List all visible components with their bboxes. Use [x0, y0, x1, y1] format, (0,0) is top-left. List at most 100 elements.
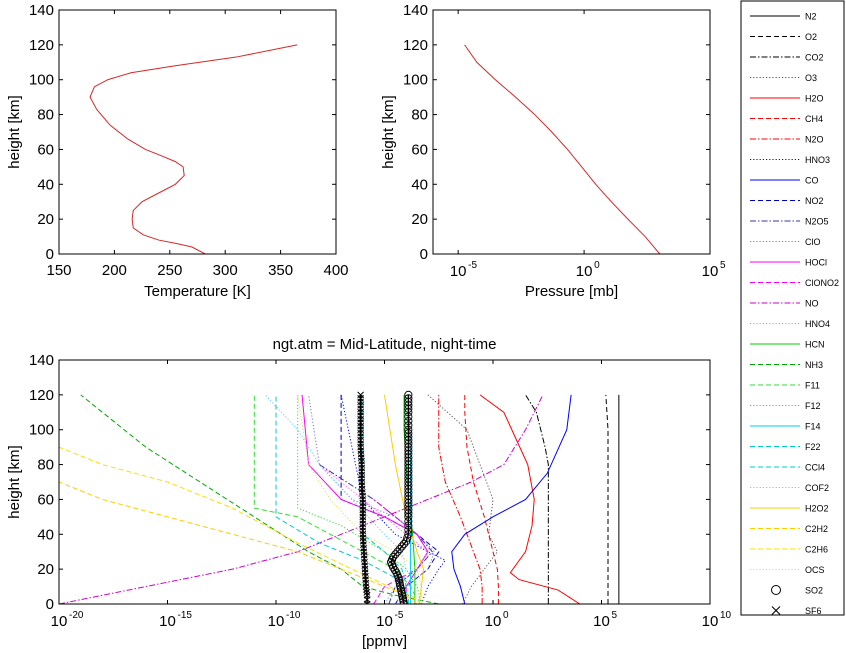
legend-entry-f14: F14 [750, 422, 821, 432]
legend-entry-o2: O2 [750, 32, 817, 42]
y-tick-label: 0 [46, 246, 54, 263]
legend-entry-sf6-swatch [771, 606, 781, 615]
x-axis-label: Pressure [mb] [525, 283, 618, 300]
series-sf6-marker [363, 586, 370, 593]
series-c2h6 [59, 446, 422, 604]
x-tick-exponent: -5 [468, 260, 477, 271]
y-tick-label: 120 [29, 387, 54, 404]
legend-entry-clono2-label: ClONO2 [805, 278, 839, 288]
series-clono2 [373, 499, 429, 604]
legend-entry-hocl: HOCl [750, 258, 827, 268]
series-so2-marker [404, 530, 413, 539]
legend-entry-nh3: NH3 [750, 360, 823, 370]
legend-entry-ch4: CH4 [750, 114, 823, 124]
y-axis-label: height [km] [6, 445, 23, 518]
legend-entry-hno3: HNO3 [750, 155, 830, 165]
x-tick-label: 300 [213, 262, 238, 279]
series-sf6-marker [357, 391, 364, 399]
legend-entry-o2-label: O2 [805, 32, 817, 42]
series-so2-marker [389, 552, 398, 561]
legend-entry-so2: SO2 [771, 585, 823, 596]
x-tick-label: 10 [376, 613, 393, 630]
legend-entry-n2o-label: N2O [805, 135, 824, 145]
series-line-0 [89, 44, 298, 254]
series-so2-marker [404, 412, 413, 421]
x-tick-exponent: -20 [69, 610, 84, 621]
legend-entry-ch4-label: CH4 [805, 114, 823, 124]
y-tick-label: 20 [37, 561, 54, 578]
series-so2-marker [399, 539, 409, 548]
legend-entry-no-label: NO [805, 299, 819, 309]
series-co [451, 394, 572, 604]
legend-entry-hocl-label: HOCl [805, 258, 827, 268]
x-axis-label: [ppmv] [362, 633, 407, 650]
series-so2 [386, 390, 413, 604]
legend-entry-h2o2-label: H2O2 [805, 504, 829, 514]
series-so2-marker [390, 565, 399, 575]
series-o2 [605, 394, 609, 604]
series-sf6-marker [363, 591, 371, 599]
series-n2o5 [319, 464, 433, 604]
legend-entry-h2o2: H2O2 [750, 504, 829, 514]
legend-entry-c2h6: C2H6 [750, 545, 828, 555]
y-tick-label: 20 [411, 211, 428, 228]
y-tick-label: 140 [403, 2, 428, 19]
y-tick-label: 0 [420, 246, 428, 263]
chart-title: ngt.atm = Mid-Latitude, night-time [273, 336, 497, 353]
legend-box [740, 0, 845, 616]
series-so2-marker [403, 533, 412, 542]
legend-entry-clono2: ClONO2 [750, 278, 839, 288]
y-axis-label: height [km] [6, 95, 23, 168]
legend-entry-co2-label: CO2 [805, 53, 824, 63]
series-so2-marker [404, 390, 413, 399]
x-tick-label: 10 [576, 263, 593, 280]
legend-entry-ccl4-label: CCl4 [805, 463, 825, 473]
series-so2-marker [404, 517, 413, 526]
y-tick-label: 60 [411, 141, 428, 158]
legend-entry-f11-label: F11 [805, 381, 820, 391]
plot-area [433, 10, 710, 254]
y-tick-label: 120 [403, 37, 428, 54]
y-tick-label: 0 [46, 596, 54, 613]
series-f14 [407, 394, 412, 604]
legend-entry-o3: O3 [750, 73, 817, 83]
legend-entry-ocs-label: OCS [805, 565, 825, 575]
x-tick-exponent: 10 [720, 610, 732, 621]
series-so2-marker [397, 542, 406, 551]
x-tick-label: 150 [46, 262, 71, 279]
legend-entry-h2o-label: H2O [805, 94, 824, 104]
x-tick-label: 350 [268, 262, 293, 279]
series-so2-marker [391, 550, 400, 559]
legend-entry-f12-label: F12 [805, 401, 821, 411]
legend-entry-ccl4: CCl4 [750, 463, 825, 473]
y-tick-label: 140 [29, 2, 54, 19]
y-tick-label: 80 [411, 107, 428, 124]
y-tick-label: 80 [37, 107, 54, 124]
legend-entry-sf6: SF6 [771, 606, 822, 616]
series-so2-marker [404, 425, 413, 434]
y-tick-label: 140 [29, 352, 54, 369]
legend: N2 O2 CO2 O3 H2O CH4 N2O HNO3 CO NO2 N2O5 ClO HOCl Cl… [740, 0, 845, 616]
legend-entry-co-label: CO [805, 176, 819, 186]
x-tick-label: 200 [102, 262, 127, 279]
series-o3 [427, 394, 498, 604]
legend-entry-f14-label: F14 [805, 422, 821, 432]
x-tick-label: 10 [450, 263, 467, 280]
legend-entry-clo-label: ClO [805, 237, 821, 247]
legend-entry-ocs: OCS [750, 565, 825, 575]
y-tick-label: 80 [37, 457, 54, 474]
series-ch4 [464, 394, 499, 604]
y-tick-label: 40 [37, 526, 54, 543]
y-tick-label: 40 [37, 176, 54, 193]
x-tick-label: 10 [51, 613, 68, 630]
legend-entry-f22-label: F22 [805, 442, 821, 452]
series-so2-marker [399, 599, 409, 604]
legend-entry-so2-label: SO2 [805, 586, 823, 596]
legend-entry-nh3-label: NH3 [805, 360, 823, 370]
series-n2o [438, 394, 483, 604]
legend-entry-co2: CO2 [750, 53, 824, 63]
legend-entry-so2-swatch [771, 585, 781, 595]
series-so2-marker [404, 416, 413, 426]
